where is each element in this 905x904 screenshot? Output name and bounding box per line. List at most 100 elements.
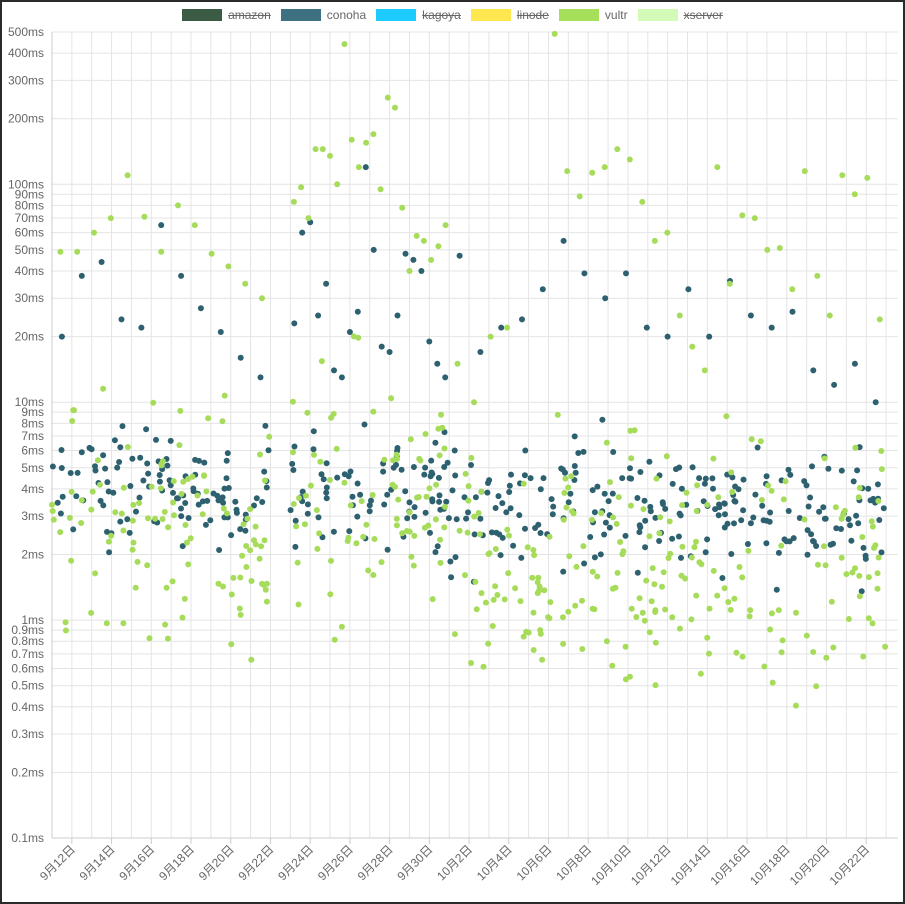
- vultr-point: [69, 418, 76, 424]
- vultr-point: [622, 643, 629, 650]
- vultr-point: [830, 644, 837, 651]
- vultr-point: [319, 146, 326, 153]
- conoha-point: [880, 505, 887, 512]
- vultr-point: [628, 605, 635, 612]
- conoha-point: [257, 374, 264, 381]
- conoha-point: [522, 525, 528, 532]
- vultr-point: [688, 616, 695, 623]
- conoha-point: [752, 491, 759, 498]
- conoha-point: [759, 502, 766, 509]
- vultr-point: [565, 484, 572, 491]
- conoha-point: [495, 493, 502, 500]
- conoha-point: [754, 444, 761, 451]
- vultr-point: [161, 508, 168, 515]
- legend-item-xserver[interactable]: xserver: [637, 8, 723, 22]
- vultr-point: [859, 534, 866, 540]
- vultr-point: [130, 501, 137, 508]
- conoha-point: [111, 437, 118, 444]
- conoha-point: [532, 525, 539, 531]
- vultr-point: [698, 561, 705, 568]
- y-tick-label: 7ms: [21, 429, 44, 443]
- y-tick-label: 80ms: [15, 198, 44, 212]
- conoha-point: [642, 544, 649, 551]
- conoha-point: [623, 270, 629, 277]
- vultr-point: [389, 481, 396, 488]
- conoha-point: [750, 514, 757, 521]
- legend-swatch: [280, 9, 321, 21]
- y-tick-label: 200ms: [8, 112, 44, 126]
- conoha-point: [637, 469, 644, 475]
- vultr-point: [428, 256, 435, 263]
- vultr-point: [49, 508, 56, 514]
- vultr-point: [247, 547, 254, 554]
- legend-item-vultr[interactable]: vultr: [558, 8, 628, 22]
- legend-item-kagoya[interactable]: kagoya: [376, 8, 461, 22]
- conoha-point: [201, 459, 208, 466]
- conoha-point: [664, 333, 671, 340]
- conoha-point: [381, 501, 388, 508]
- conoha-point: [421, 471, 428, 478]
- vultr-point: [408, 553, 415, 560]
- conoha-point: [465, 509, 471, 516]
- vultr-point: [875, 498, 882, 504]
- vultr-point: [120, 527, 127, 534]
- vultr-point: [628, 502, 634, 509]
- conoha-point: [370, 246, 377, 253]
- vultr-point: [124, 444, 131, 450]
- conoha-point: [57, 510, 64, 517]
- conoha-point: [581, 270, 588, 277]
- vultr-point: [103, 620, 110, 627]
- conoha-point: [427, 529, 433, 536]
- conoha-point: [747, 312, 754, 319]
- vultr-point: [62, 619, 69, 626]
- y-axis: 0.1ms 0.2ms 0.3ms 0.4ms 0.5ms 0.6ms0.7ms0.8ms…: [8, 25, 44, 845]
- vultr-point: [646, 533, 653, 540]
- conoha-point: [452, 472, 459, 479]
- legend-item-amazon[interactable]: amazon: [182, 8, 271, 22]
- vultr-point: [706, 650, 712, 657]
- x-tick-label: 9月30日: [394, 842, 435, 883]
- conoha-point: [838, 467, 845, 474]
- conoha-point: [315, 514, 322, 521]
- x-tick-label: 10月10日: [588, 842, 634, 888]
- vultr-point: [739, 212, 746, 219]
- conoha-point: [855, 520, 862, 527]
- vultr-point: [91, 229, 97, 236]
- vultr-point: [146, 635, 153, 642]
- vultr-point: [778, 649, 785, 656]
- y-tick-label: 0.3ms: [11, 727, 44, 741]
- vultr-point: [353, 540, 360, 547]
- conoha-point: [443, 498, 450, 505]
- y-tick-label: 9ms: [21, 405, 44, 419]
- vultr-point: [326, 477, 333, 483]
- conoha-point: [214, 492, 221, 499]
- vultr-point: [89, 488, 96, 495]
- conoha-point: [58, 333, 65, 340]
- vultr-point: [230, 574, 237, 581]
- conoha-point: [591, 509, 598, 516]
- vultr-point: [49, 501, 55, 508]
- legend-item-conoha[interactable]: conoha: [280, 8, 366, 22]
- vultr-point: [609, 585, 616, 592]
- conoha-point: [696, 475, 703, 482]
- vultr-point: [295, 601, 302, 608]
- vultr-point: [248, 578, 255, 584]
- conoha-point: [444, 459, 451, 466]
- legend-item-linode[interactable]: linode: [470, 8, 549, 22]
- conoha-point: [384, 546, 391, 553]
- vultr-point: [333, 445, 340, 452]
- vultr-point: [181, 595, 188, 602]
- vultr-point: [517, 598, 524, 605]
- conoha-point: [499, 534, 506, 541]
- conoha-point: [853, 512, 860, 519]
- vultr-point: [801, 516, 808, 523]
- conoha-point: [197, 305, 204, 312]
- vultr-point: [878, 466, 885, 473]
- vultr-point: [656, 530, 663, 537]
- vultr-point: [415, 494, 422, 500]
- conoha-point: [572, 469, 579, 476]
- y-tick-label: 0.8ms: [11, 634, 44, 648]
- vultr-point: [667, 550, 674, 557]
- vultr-point: [679, 502, 686, 509]
- vultr-point: [856, 485, 863, 491]
